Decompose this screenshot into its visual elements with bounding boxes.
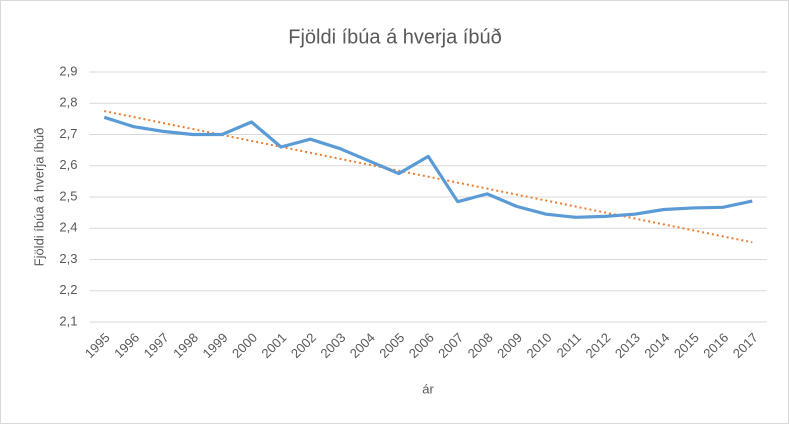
y-tick-label: 2,8	[59, 95, 77, 110]
chart-title: Fjöldi íbúa á hverja íbúð	[288, 26, 501, 48]
y-tick-label: 2,6	[59, 157, 77, 172]
y-tick-label: 2,2	[59, 282, 77, 297]
y-tick-label: 2,5	[59, 188, 77, 203]
y-tick-label: 2,4	[59, 220, 77, 235]
y-tick-label: 2,3	[59, 251, 77, 266]
y-tick-label: 2,9	[59, 63, 77, 78]
y-tick-label: 2,1	[59, 313, 77, 328]
y-axis-label: Fjöldi íbúa á hverja íbúð	[31, 128, 46, 267]
y-tick-label: 2,7	[59, 126, 77, 141]
x-axis-label: ár	[422, 381, 434, 396]
data-line	[103, 115, 753, 219]
